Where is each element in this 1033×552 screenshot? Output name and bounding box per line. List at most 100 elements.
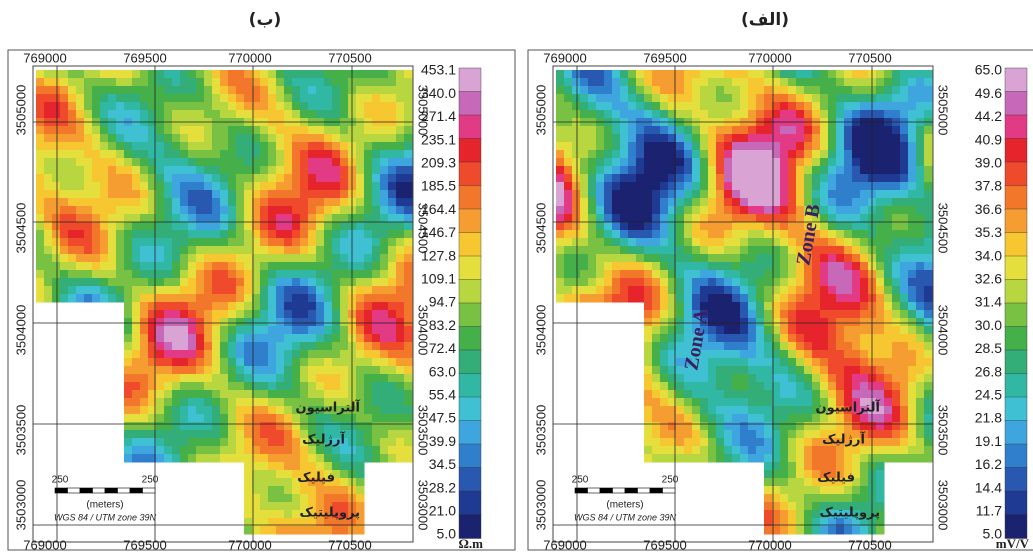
map-cell (876, 366, 885, 375)
map-cell (260, 142, 269, 151)
map-cell (220, 294, 229, 303)
map-cell (172, 398, 181, 407)
map-cell (732, 390, 741, 399)
map-cell (604, 270, 613, 279)
map-cell (676, 302, 685, 311)
map-cell (244, 134, 253, 143)
map-cell (828, 422, 837, 431)
map-cell (892, 310, 901, 319)
map-cell (892, 342, 901, 351)
map-cell (740, 238, 749, 247)
map-cell (804, 94, 813, 103)
map-cell (236, 238, 245, 247)
map-cell (612, 126, 621, 135)
map-cell (716, 326, 725, 335)
map-cell (756, 414, 765, 423)
x-tick-label: 770500 (328, 537, 371, 552)
map-cell (572, 126, 581, 135)
map-cell (284, 286, 293, 295)
map-cell (748, 150, 757, 159)
map-cell (620, 166, 629, 175)
map-cell (204, 318, 213, 327)
map-cell (724, 326, 733, 335)
map-cell (76, 86, 85, 95)
map-cell (852, 70, 861, 79)
map-cell (708, 70, 717, 79)
map-cell (860, 206, 869, 215)
map-cell (196, 398, 205, 407)
map-cell (740, 366, 749, 375)
map-cell (884, 350, 893, 359)
map-cell (292, 70, 301, 79)
colorbar-swatch (1005, 139, 1027, 163)
map-cell (812, 350, 821, 359)
map-cell (196, 254, 205, 263)
map-cell (756, 182, 765, 191)
map-cell (396, 158, 405, 167)
map-cell (764, 142, 773, 151)
map-cell (196, 198, 205, 207)
map-cell (300, 366, 309, 375)
map-cell (324, 134, 333, 143)
map-cell (820, 326, 829, 335)
map-cell (684, 94, 693, 103)
map-cell (756, 406, 765, 415)
map-cell (556, 222, 565, 231)
map-cell (340, 366, 349, 375)
map-cell (188, 86, 197, 95)
map-cell (924, 334, 933, 343)
map-cell (788, 86, 797, 95)
map-cell (652, 350, 661, 359)
map-cell (188, 334, 197, 343)
map-cell (228, 358, 237, 367)
map-cell (740, 278, 749, 287)
map-cell (796, 478, 805, 487)
map-cell (404, 70, 413, 79)
map-cell (748, 366, 757, 375)
map-cell (612, 222, 621, 231)
map-cell (332, 494, 341, 503)
map-cell (340, 246, 349, 255)
map-cell (676, 382, 685, 391)
map-cell (588, 286, 597, 295)
colorbar-label: 49.6 (975, 85, 1002, 101)
map-cell (196, 454, 205, 463)
map-cell (268, 318, 277, 327)
map-cell (740, 318, 749, 327)
map-cell (116, 150, 125, 159)
map-cell (324, 422, 333, 431)
map-cell (652, 446, 661, 455)
map-cell (156, 286, 165, 295)
map-cell (924, 286, 933, 295)
map-cell (244, 94, 253, 103)
map-cell (356, 246, 365, 255)
map-cell (244, 446, 253, 455)
map-cell (884, 406, 893, 415)
map-cell (804, 182, 813, 191)
map-cell (564, 102, 573, 111)
map-cell (852, 206, 861, 215)
map-cell (884, 270, 893, 279)
map-cell (156, 374, 165, 383)
map-cell (620, 222, 629, 231)
map-cell (388, 110, 397, 119)
map-cell (308, 422, 317, 431)
map-cell (828, 110, 837, 119)
map-cell (268, 510, 277, 519)
map-cell (372, 190, 381, 199)
map-cell (596, 126, 605, 135)
map-cell (276, 494, 285, 503)
map-cell (900, 406, 909, 415)
map-cell (884, 198, 893, 207)
map-cell (124, 422, 133, 431)
map-cell (332, 334, 341, 343)
map-cell (700, 454, 709, 463)
map-cell (780, 134, 789, 143)
map-cell (852, 150, 861, 159)
map-cell (108, 238, 117, 247)
map-cell (404, 454, 413, 463)
map-cell (260, 438, 269, 447)
map-cell (700, 182, 709, 191)
colorbar-label: 19.1 (975, 433, 1002, 449)
map-cell (836, 326, 845, 335)
